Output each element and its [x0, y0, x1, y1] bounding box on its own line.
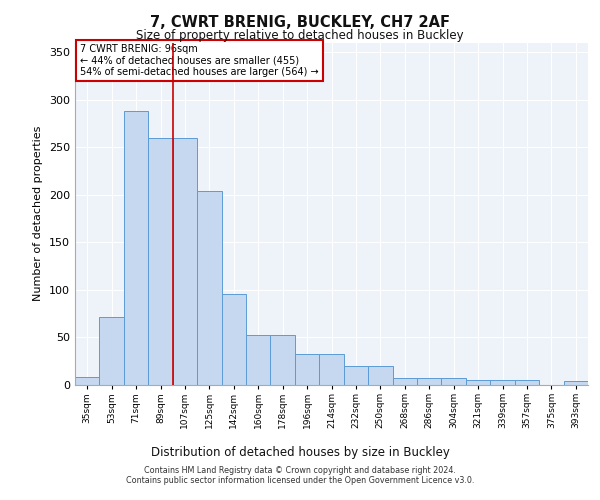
- Bar: [368, 366, 392, 385]
- Bar: [515, 380, 539, 385]
- Text: Size of property relative to detached houses in Buckley: Size of property relative to detached ho…: [136, 29, 464, 42]
- Bar: [271, 334, 295, 385]
- Bar: [75, 378, 100, 385]
- Bar: [173, 138, 197, 385]
- Bar: [319, 354, 344, 385]
- Bar: [442, 378, 466, 385]
- Bar: [466, 380, 490, 385]
- Bar: [124, 111, 148, 385]
- Bar: [417, 378, 442, 385]
- Bar: [392, 378, 417, 385]
- Text: Contains HM Land Registry data © Crown copyright and database right 2024.
Contai: Contains HM Land Registry data © Crown c…: [126, 466, 474, 485]
- Bar: [246, 334, 271, 385]
- Bar: [295, 354, 319, 385]
- Text: Distribution of detached houses by size in Buckley: Distribution of detached houses by size …: [151, 446, 449, 459]
- Text: 7 CWRT BRENIG: 96sqm
← 44% of detached houses are smaller (455)
54% of semi-deta: 7 CWRT BRENIG: 96sqm ← 44% of detached h…: [80, 44, 319, 78]
- Bar: [563, 381, 588, 385]
- Bar: [197, 191, 221, 385]
- Bar: [221, 294, 246, 385]
- Text: 7, CWRT BRENIG, BUCKLEY, CH7 2AF: 7, CWRT BRENIG, BUCKLEY, CH7 2AF: [150, 15, 450, 30]
- Bar: [490, 380, 515, 385]
- Y-axis label: Number of detached properties: Number of detached properties: [34, 126, 43, 302]
- Bar: [344, 366, 368, 385]
- Bar: [148, 138, 173, 385]
- Bar: [100, 316, 124, 385]
